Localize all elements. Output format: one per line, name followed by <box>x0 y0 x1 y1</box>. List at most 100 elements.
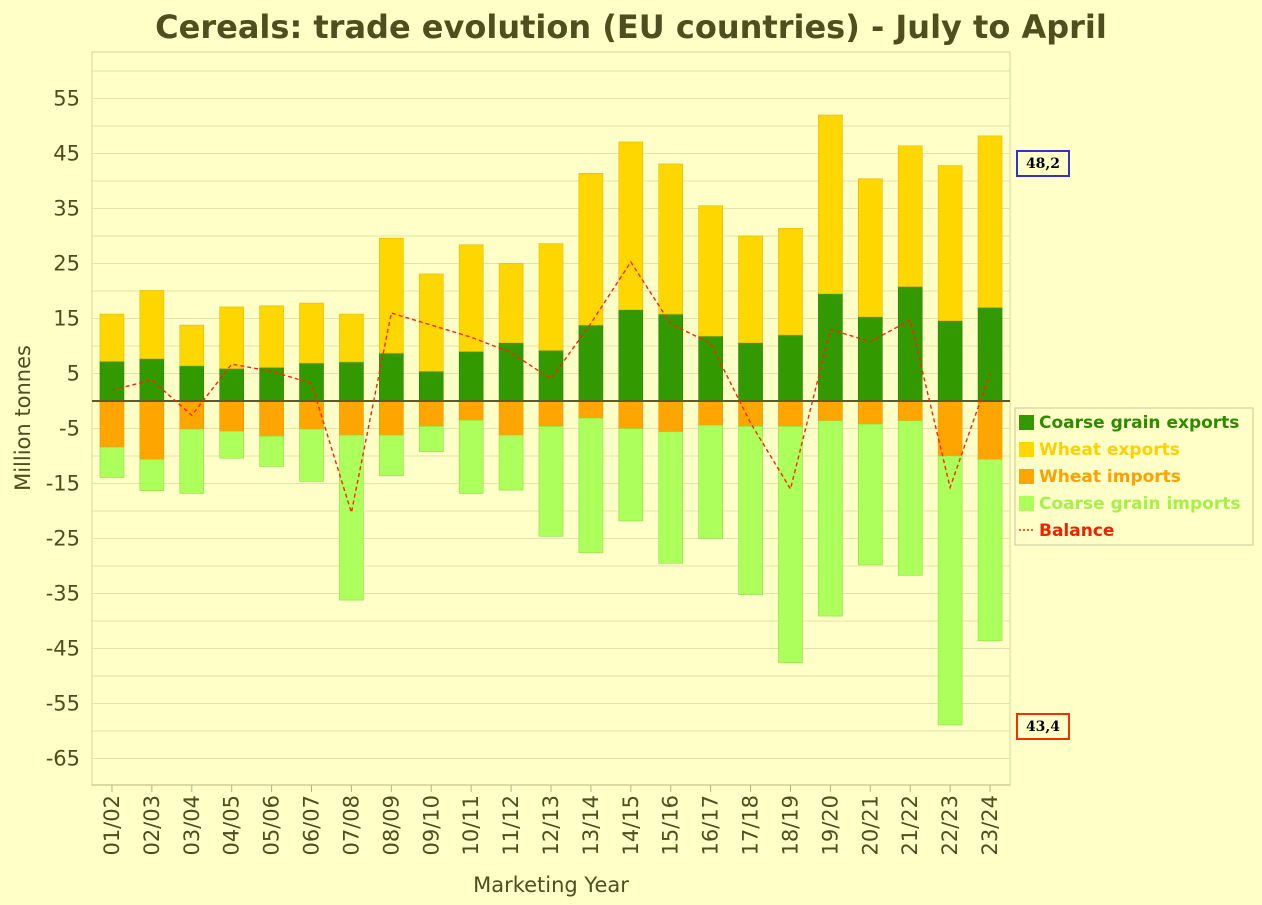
bar-wheat-exports <box>219 306 244 369</box>
x-tick-label: 23/24 <box>978 795 1002 856</box>
bar-wheat-imports <box>658 400 684 433</box>
x-axis-label: Marketing Year <box>473 873 629 897</box>
bar-coarse-grain-imports <box>99 446 125 478</box>
bar-wheat-exports <box>458 244 484 352</box>
y-tick-label: 15 <box>53 307 80 331</box>
bar-wheat-imports <box>339 400 364 436</box>
bar-wheat-imports <box>977 400 1003 460</box>
bar-wheat-exports <box>858 178 883 318</box>
callout-max: 48,2 <box>1016 150 1070 177</box>
bar-wheat-exports <box>818 114 843 295</box>
x-tick-label: 06/07 <box>300 795 324 856</box>
legend-label: Balance <box>1039 521 1114 541</box>
bar-coarse-grain-exports <box>578 324 604 402</box>
x-tick-label: 10/11 <box>459 795 483 856</box>
x-tick-label: 04/05 <box>220 795 244 856</box>
legend-swatch <box>1019 442 1034 457</box>
bar-series <box>99 114 1003 726</box>
bar-coarse-grain-imports <box>379 434 404 477</box>
bar-coarse-grain-imports <box>818 420 843 617</box>
callout-min-text: 43,4 <box>1026 719 1060 735</box>
bar-coarse-grain-imports <box>179 428 205 494</box>
x-tick-label: 15/16 <box>659 795 683 856</box>
x-tick-label: 19/20 <box>818 795 842 856</box>
bar-wheat-exports <box>778 228 803 336</box>
callout-min-box <box>1016 713 1070 740</box>
legend-swatch <box>1019 469 1034 484</box>
bar-coarse-grain-exports <box>418 370 444 402</box>
bar-coarse-grain-exports <box>937 320 963 402</box>
bar-coarse-grain-imports <box>858 423 883 566</box>
bar-coarse-grain-imports <box>418 425 444 452</box>
bar-coarse-grain-exports <box>339 361 364 402</box>
bar-coarse-grain-imports <box>738 425 763 595</box>
y-tick-label: -65 <box>46 747 80 771</box>
bar-wheat-imports <box>299 400 324 430</box>
x-tick-label: 22/23 <box>938 795 962 856</box>
bar-coarse-grain-imports <box>299 428 324 482</box>
y-tick-label: -5 <box>59 417 80 441</box>
y-tick-label: 25 <box>53 252 80 276</box>
bar-wheat-imports <box>778 400 803 427</box>
legend-label: Coarse grain exports <box>1039 413 1239 433</box>
bar-wheat-imports <box>139 400 165 460</box>
bar-coarse-grain-imports <box>977 458 1003 642</box>
x-tick-label: 09/10 <box>419 795 443 856</box>
y-tick-label: -15 <box>46 472 80 496</box>
bar-coarse-grain-imports <box>578 417 604 554</box>
y-tick-label: -25 <box>46 527 80 551</box>
bar-coarse-grain-exports <box>259 367 284 402</box>
bar-coarse-grain-exports <box>858 316 883 402</box>
callout-max-box <box>1016 150 1070 177</box>
bar-coarse-grain-imports <box>658 431 684 564</box>
legend: Coarse grain exports Wheat exports Wheat i… <box>1014 407 1254 546</box>
bar-coarse-grain-imports <box>219 430 244 459</box>
y-tick-label: -35 <box>46 582 80 606</box>
bar-wheat-exports <box>179 324 205 367</box>
bar-wheat-exports <box>498 263 524 343</box>
x-axis-ticks: 01/02 02/03 03/04 04/05 05/06 06/07 07/08 08/09… <box>92 784 1010 856</box>
bar-coarse-grain-imports <box>538 425 564 537</box>
bar-coarse-grain-exports <box>738 342 763 402</box>
x-tick-label: 13/14 <box>579 795 603 856</box>
bar-wheat-imports <box>219 400 244 432</box>
bar-coarse-grain-exports <box>778 334 803 402</box>
bar-wheat-exports <box>259 305 284 368</box>
bar-coarse-grain-exports <box>538 350 564 402</box>
bar-wheat-imports <box>897 400 923 422</box>
bar-wheat-imports <box>618 400 644 429</box>
legend-box <box>1014 407 1254 546</box>
x-tick-label: 16/17 <box>699 795 723 856</box>
bar-coarse-grain-exports <box>658 313 684 402</box>
y-axis-label: Million tonnes <box>11 345 35 491</box>
legend-label: Wheat exports <box>1039 440 1180 460</box>
x-tick-label: 20/21 <box>858 795 882 856</box>
bar-coarse-grain-exports <box>698 335 723 402</box>
bar-wheat-exports <box>897 145 923 287</box>
bar-coarse-grain-imports <box>778 425 803 664</box>
bar-wheat-imports <box>937 400 963 457</box>
x-tick-label: 05/06 <box>260 795 284 856</box>
bar-coarse-grain-imports <box>937 455 963 726</box>
bar-coarse-grain-exports <box>99 361 125 402</box>
bar-coarse-grain-imports <box>339 434 364 601</box>
callout-max-text: 48,2 <box>1026 156 1060 172</box>
bar-wheat-imports <box>418 400 444 427</box>
bar-coarse-grain-exports <box>618 309 644 402</box>
bar-wheat-exports <box>578 173 604 326</box>
bar-wheat-exports <box>299 302 324 364</box>
bar-wheat-exports <box>538 243 564 351</box>
x-tick-label: 03/04 <box>180 795 204 856</box>
x-tick-label: 07/08 <box>339 795 363 856</box>
bar-coarse-grain-exports <box>179 365 205 402</box>
bar-wheat-imports <box>818 400 843 422</box>
bar-wheat-exports <box>977 135 1003 308</box>
bar-coarse-grain-imports <box>897 420 923 576</box>
bar-wheat-exports <box>99 313 125 362</box>
x-tick-label: 12/13 <box>539 795 563 856</box>
bar-wheat-exports <box>738 235 763 343</box>
legend-label: Coarse grain imports <box>1039 494 1240 514</box>
y-tick-label: 45 <box>53 142 80 166</box>
y-tick-label: 5 <box>67 362 80 386</box>
